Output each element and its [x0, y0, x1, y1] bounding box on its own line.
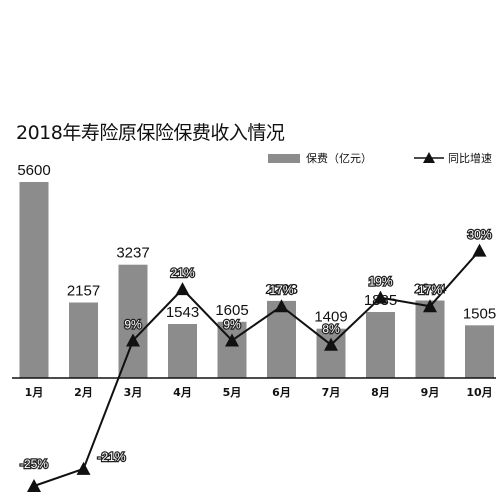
x-tick-labels: 1月 2月 3月 4月 5月 6月 7月 8月 9月 10月: [25, 386, 493, 399]
legend-item-growth: 同比增速: [414, 151, 492, 165]
bar-value-label: 2157: [67, 283, 100, 300]
growth-marker: [76, 461, 91, 475]
legend-triangle-line-icon: [414, 152, 444, 163]
growth-value-label: 21%: [170, 266, 194, 280]
bar-value-label: 1505: [463, 305, 496, 322]
bar: [19, 182, 49, 378]
bar-value-label: 1543: [166, 304, 199, 321]
legend-label-growth: 同比增速: [448, 152, 492, 165]
bar-value-label: 3237: [116, 245, 149, 262]
bar-value-label: 5600: [17, 162, 50, 179]
x-tick-label: 2月: [74, 386, 93, 399]
bar: [465, 325, 494, 378]
growth-marker: [324, 337, 338, 351]
x-tick-label: 7月: [322, 386, 341, 399]
bar-value-label: 2203: [265, 281, 298, 298]
growth-line-layer: -25% -21% 9% 21% 9% 17% 8% 19% 17% 30%: [19, 226, 493, 492]
growth-marker: [472, 243, 487, 257]
legend-label-premium: 保费（亿元）: [306, 152, 372, 165]
growth-marker: [373, 290, 388, 304]
x-tick-label: 5月: [223, 386, 242, 399]
legend-bar-swatch: [268, 153, 300, 163]
growth-value-label: 8%: [322, 322, 340, 336]
bar: [69, 302, 98, 378]
bar-value-labels: 5600215732371543160522031409188522141505: [17, 162, 496, 326]
x-tick-label: 8月: [371, 386, 390, 399]
bar: [118, 264, 148, 378]
growth-marker: [27, 479, 41, 492]
x-tick-label: 6月: [272, 386, 291, 399]
growth-marker: [126, 333, 140, 347]
x-tick-label: 10月: [466, 386, 492, 399]
growth-marker: [274, 299, 289, 313]
growth-marker: [225, 333, 239, 347]
chart-title: 2018年寿险原保险保费收入情况: [16, 122, 285, 144]
growth-value-label: 17%: [269, 283, 293, 297]
bar: [366, 312, 395, 378]
growth-marker: [175, 282, 190, 296]
growth-value-label: 30%: [467, 228, 491, 242]
x-tick-label: 4月: [173, 386, 192, 399]
growth-value-label: 9%: [124, 317, 142, 331]
bar: [168, 323, 197, 378]
bar-value-label: 1605: [215, 302, 248, 319]
bar-value-label: 1409: [314, 309, 347, 326]
growth-line: [33, 249, 481, 487]
legend-item-premium: 保费（亿元）: [268, 151, 372, 165]
bars-layer: [19, 182, 494, 378]
growth-value-label: 9%: [223, 317, 241, 331]
growth-marker: [423, 299, 437, 313]
growth-value-label: 19%: [368, 275, 392, 289]
x-tick-label: 3月: [124, 386, 143, 399]
x-tick-label: 9月: [421, 386, 440, 399]
growth-value-label: 17%: [418, 283, 442, 297]
bar: [415, 300, 445, 378]
growth-value-label: -25%: [20, 457, 48, 471]
growth-value-label: -21%: [98, 450, 126, 464]
x-tick-label: 1月: [25, 386, 44, 399]
bar-value-label: 2214: [413, 281, 446, 298]
